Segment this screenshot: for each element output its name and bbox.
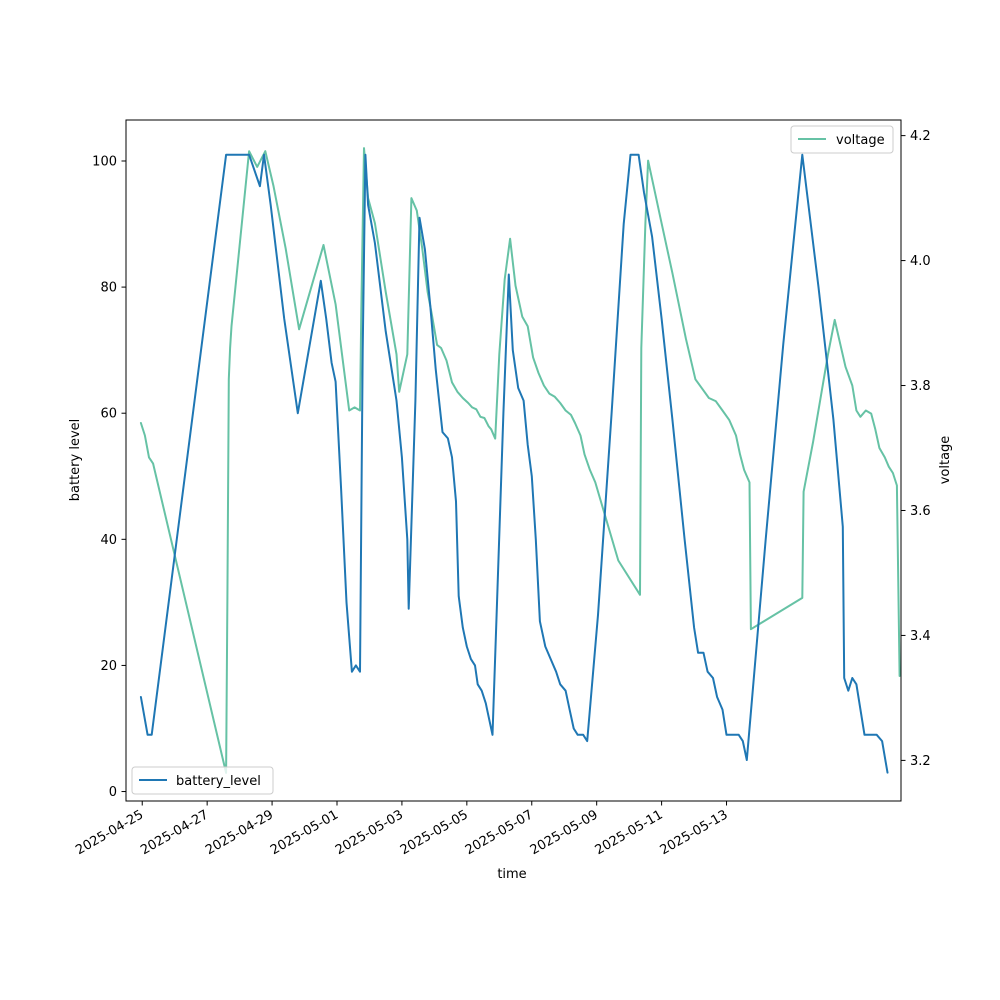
y-right-tick-label: 3.6 [910,504,931,519]
plot-frame [125,119,902,802]
x-tick-label: 2025-04-29 [203,807,276,858]
legend-label-battery-level: battery_level [176,774,261,789]
y-right-tick-label: 4.0 [910,254,931,269]
legend-box [790,125,894,154]
y-left-tick-label: 20 [100,659,117,674]
y-left-tick-label: 100 [92,154,117,169]
y-axis-left-title: battery level [68,419,83,502]
x-tick-label: 2025-05-11 [593,807,666,858]
x-tick-label: 2025-05-05 [398,807,471,858]
x-tick-label: 2025-05-03 [333,807,406,858]
y-left-tick-label: 0 [109,785,117,800]
y-right-tick-label: 3.2 [910,754,931,769]
legend-battery-level: battery_level [131,766,274,795]
series-layer [139,147,901,774]
x-tick-label: 2025-05-13 [658,807,731,858]
x-tick-label: 2025-04-25 [73,807,146,858]
y-axis-right-title: voltage [938,436,953,485]
x-tick-label: 2025-05-01 [268,807,341,858]
y-left-tick-label: 80 [100,281,117,296]
x-tick-label: 2025-04-27 [138,807,211,858]
series-line-battery-level [139,153,889,774]
y-axis-right: 3.2 3.4 3.6 3.8 4.0 4.2 [901,129,931,769]
y-left-tick-label: 40 [100,533,117,548]
y-right-tick-label: 3.8 [910,379,931,394]
y-axis-left: 0 20 40 60 80 100 [92,154,126,800]
x-axis: 2025-04-252025-04-272025-04-292025-05-01… [73,801,731,858]
legend-box [131,766,274,795]
series-line-voltage [139,147,901,774]
y-right-tick-label: 3.4 [910,629,931,644]
x-axis-title: time [497,867,526,882]
x-tick-label: 2025-05-09 [528,807,601,858]
legend-voltage: voltage [790,125,894,154]
y-right-tick-label: 4.2 [910,129,931,144]
legend-label-voltage: voltage [836,133,885,148]
y-left-tick-label: 60 [100,407,117,422]
x-tick-label: 2025-05-07 [463,807,536,858]
